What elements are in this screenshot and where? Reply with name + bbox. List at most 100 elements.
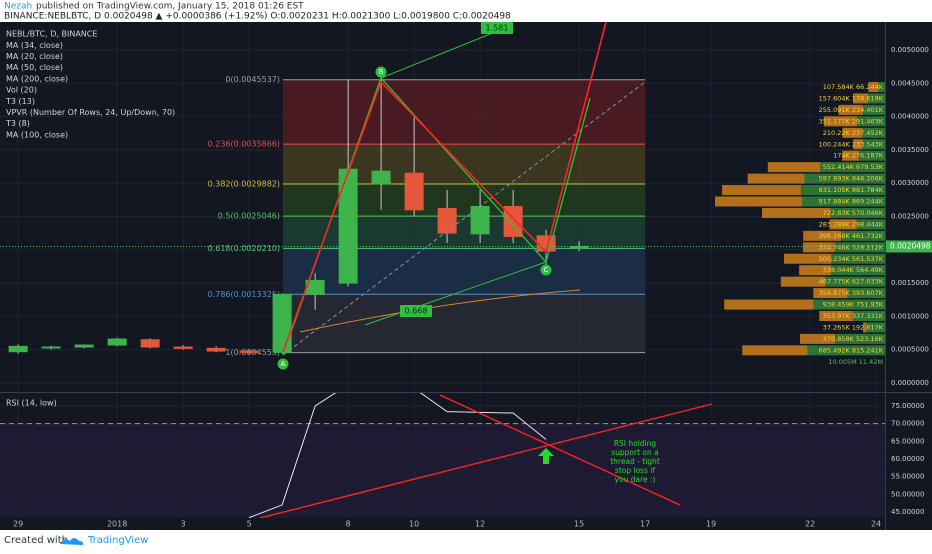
x-tick-label: 24 [871, 520, 881, 529]
vp-label: 685.492K 815.241K [819, 346, 884, 354]
vp-bar-up [783, 253, 832, 264]
label-box [481, 22, 513, 34]
footer-brand: TradingView [87, 535, 148, 546]
vp-bar-down [835, 333, 885, 344]
candle-body [239, 350, 259, 353]
vp-label: 107.584K 66.244K [823, 83, 884, 91]
rsi-pane: RSI (14, low) [0, 393, 885, 518]
indicator-label: T3 (13) [5, 97, 35, 106]
vp-bar-up [838, 104, 863, 115]
vp-bar-up [863, 322, 867, 333]
vp-bar-down [862, 139, 885, 150]
vp-bar-up [829, 219, 857, 230]
rsi-tick-label: 55.00000 [891, 473, 924, 481]
vp-bar-down [862, 104, 885, 115]
vp-bar-down [820, 162, 885, 173]
rsi-tick-label: 50.00000 [891, 490, 924, 498]
candle-body [206, 347, 226, 352]
rsi-tick-label: 45.00000 [891, 508, 924, 516]
vp-bar-up [823, 116, 858, 127]
candle-body [107, 338, 127, 346]
author: Nezah [4, 2, 32, 12]
trend-dashed [282, 81, 646, 356]
t3-line [299, 289, 581, 333]
candle-body [371, 170, 391, 185]
published: published on TradingView.com, January 15… [36, 2, 304, 12]
vp-label: 398.268K 461.732K [819, 232, 884, 240]
fib-label: 0.382(0.0029882) [208, 179, 280, 188]
vp-bar-down [804, 173, 885, 184]
x-tick-label: 29 [13, 520, 23, 529]
vp-bar-up [813, 288, 848, 299]
vp-label: 255.091K 234.401K [819, 106, 884, 114]
y-tick-label: 0.0015000 [891, 279, 929, 287]
x-tick-label: 17 [640, 520, 650, 529]
vp-bar-up [747, 173, 805, 184]
footer-logo [60, 538, 84, 545]
vp-total: 10.005M 11.42M [828, 358, 883, 366]
vp-label: 338.044K 564.49K [823, 266, 884, 274]
vp-bar-up [722, 185, 802, 196]
x-tick-label: 22 [805, 520, 815, 529]
fib-label: 0.5(0.0025046) [218, 212, 280, 221]
vp-label: 722.83K 570.046K [823, 209, 884, 217]
vp-label: 37.265K 192.617K [823, 323, 884, 331]
y-tick-label: 0.0040000 [891, 113, 929, 121]
vp-bar-up [724, 299, 814, 310]
candle-body [173, 346, 193, 349]
footer-created: Created with [4, 535, 68, 546]
rsi-line [248, 393, 547, 518]
x-tick-label: 12 [475, 520, 485, 529]
drawing-label: A [281, 360, 286, 368]
y-tick-label: 0.0050000 [891, 46, 929, 54]
vp-bar-down [831, 253, 885, 264]
vp-bar-up [780, 276, 826, 287]
vp-bar-down [857, 116, 885, 127]
fib-label: 0.236(0.0035866) [208, 140, 280, 149]
rsi-annotation: RSI holding [614, 439, 657, 448]
fib-band [283, 144, 645, 184]
y-tick-label: 0.0045000 [891, 79, 929, 87]
vp-bar-up [767, 162, 821, 173]
y-tick-label: 0.0000000 [891, 379, 929, 387]
vp-label: 174K 276.187K [833, 152, 884, 160]
rsi-trend-down [439, 394, 681, 506]
rsi-tick-label: 70.00000 [891, 420, 924, 428]
y-tick-label: 0.0010000 [891, 312, 929, 320]
vp-label: 100.244K 233.543K [819, 140, 884, 148]
extension-line [380, 29, 501, 79]
volume-profile: 107.584K 66.244K 157.604K 178.619K 255.091… [715, 82, 885, 366]
vp-bar-up [853, 139, 863, 150]
vp-label: 157.604K 178.619K [819, 94, 884, 102]
label-box [400, 305, 432, 317]
rsi-drawings [259, 394, 713, 518]
vp-label: 500.234K 561.537K [819, 255, 884, 263]
vp-bar-up [819, 311, 853, 321]
vp-bar-down [866, 322, 885, 333]
symbol-line: BINANCE:NEBLBTC, D 0.0020498 ▲ +0.000038… [4, 12, 511, 22]
indicator-label: MA (100, close) [6, 130, 68, 139]
candle-body [404, 172, 424, 211]
vp-label: 597.893K 846.206K [819, 175, 884, 183]
rsi-annotation: stop loss if [615, 466, 656, 475]
fib-band [283, 79, 645, 145]
candle-body [41, 346, 61, 349]
vp-bar-down [868, 93, 885, 104]
vp-bar-up [842, 127, 863, 138]
vp-bar-up [803, 230, 842, 241]
vp-bar-down [841, 230, 885, 241]
y-tick-label: 0.0005000 [891, 346, 929, 354]
fib-label: 0.786(0.0013325) [208, 290, 280, 299]
x-tick-label: 3 [181, 520, 186, 529]
x-tick-label: 15 [574, 520, 584, 529]
vp-label: 210.22K 237.452K [823, 129, 884, 137]
vp-bar-down [856, 219, 885, 230]
vp-bar-down [847, 288, 885, 299]
vp-bar-down [858, 150, 885, 161]
indicator-label: VPVR (Number Of Rows, 24, Up/Down, 70) [6, 108, 175, 117]
vp-bar-down [878, 82, 885, 92]
y-tick-label: 0.0025000 [891, 212, 929, 220]
point-marker [375, 66, 387, 78]
